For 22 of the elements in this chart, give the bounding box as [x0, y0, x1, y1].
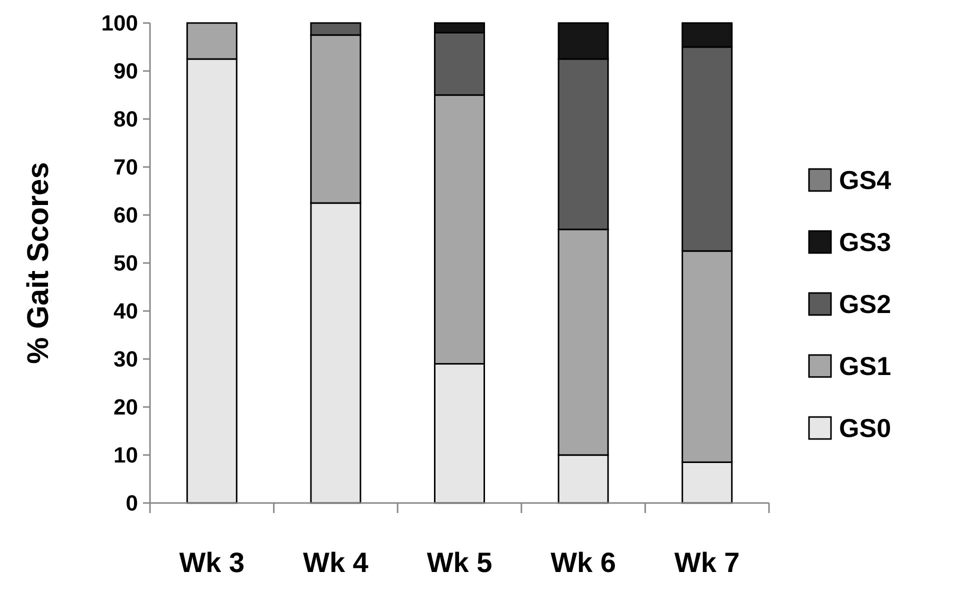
y-tick-label: 30 — [114, 346, 138, 372]
y-tick-label: 80 — [114, 106, 138, 132]
legend-label: GS2 — [839, 289, 892, 320]
x-tick-label: Wk 4 — [303, 547, 369, 578]
legend-label: GS4 — [839, 165, 892, 196]
legend-label: GS3 — [839, 227, 892, 258]
y-tick-label: 40 — [114, 298, 138, 324]
y-tick-label: 70 — [114, 154, 138, 180]
x-tick-label: Wk 6 — [550, 547, 616, 578]
x-tick-label: Wk 7 — [674, 547, 740, 578]
y-axis-title: % Gait Scores — [22, 162, 55, 364]
y-tick-label: 20 — [114, 394, 138, 420]
y-tick-label: 90 — [114, 58, 138, 84]
legend-label: GS1 — [839, 351, 892, 382]
y-tick-label: 0 — [126, 490, 138, 516]
y-tick-label: 10 — [114, 442, 138, 468]
y-tick-label: 100 — [101, 10, 138, 36]
x-tick-label: Wk 3 — [179, 547, 245, 578]
x-tick-label: Wk 5 — [426, 547, 492, 578]
legend-label: GS0 — [839, 413, 892, 444]
y-tick-label: 50 — [114, 250, 138, 276]
y-tick-label: 60 — [114, 202, 138, 228]
